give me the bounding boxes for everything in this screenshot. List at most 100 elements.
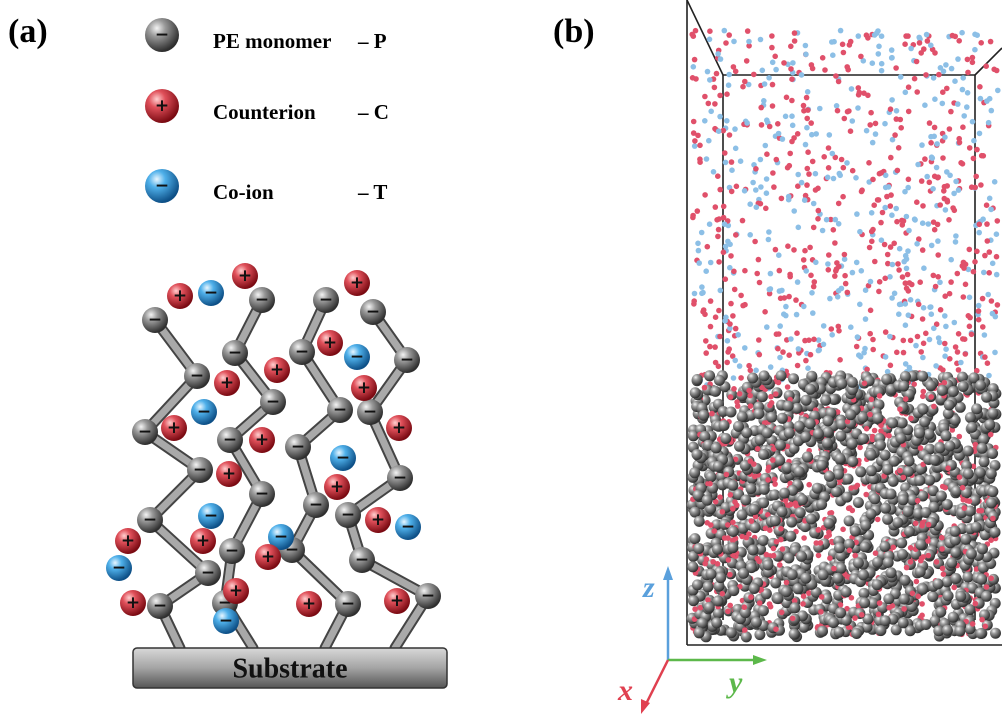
monomer <box>687 561 698 572</box>
counterion <box>746 388 752 394</box>
charge-sign: − <box>309 495 323 515</box>
monomer <box>986 468 997 479</box>
counterion <box>939 546 945 552</box>
counterion <box>789 98 795 104</box>
co-ion <box>882 121 888 127</box>
monomer <box>711 617 722 628</box>
co-ion <box>876 51 882 57</box>
co-ion <box>889 97 895 103</box>
co-ion <box>892 291 898 297</box>
counterion <box>740 84 746 90</box>
co-ion <box>707 37 713 43</box>
co-ion <box>850 270 856 276</box>
counterion <box>774 331 780 337</box>
counterion <box>915 334 921 340</box>
monomer <box>822 427 833 438</box>
counterion <box>778 526 784 532</box>
counterion <box>744 58 750 64</box>
counterion <box>865 35 871 41</box>
counterion <box>801 257 807 263</box>
charge-sign: + <box>261 547 275 567</box>
co-ion <box>766 229 772 235</box>
co-ion <box>692 291 698 297</box>
co-ion <box>920 355 926 361</box>
co-ion <box>768 364 774 370</box>
counterion <box>914 89 920 95</box>
counterion <box>920 394 926 400</box>
counterion <box>772 54 778 60</box>
counterion <box>805 166 811 172</box>
counterion <box>877 279 883 285</box>
counterion <box>961 260 967 266</box>
counterion <box>839 157 845 163</box>
counterion <box>965 70 971 76</box>
counterion <box>971 269 977 275</box>
counterion <box>780 546 786 552</box>
counterion <box>691 33 697 39</box>
monomer <box>937 385 948 396</box>
monomer <box>850 526 861 537</box>
co-ion <box>936 335 942 341</box>
monomer <box>713 596 724 607</box>
counterion <box>727 321 733 327</box>
counterion <box>967 324 973 330</box>
counterion <box>715 561 721 567</box>
counterion <box>727 603 733 609</box>
charge-sign: − <box>355 550 369 570</box>
co-ion <box>990 311 996 317</box>
co-ion <box>876 44 882 50</box>
counterion <box>790 616 796 622</box>
counterion <box>734 399 740 405</box>
co-ion <box>722 318 728 324</box>
monomer <box>924 429 935 440</box>
monomer <box>692 449 703 460</box>
charge-sign: − <box>193 460 207 480</box>
co-ion <box>961 113 967 119</box>
counterion <box>773 391 779 397</box>
counterion <box>716 259 722 265</box>
counterion <box>983 624 989 630</box>
counterion <box>892 132 898 138</box>
counterion <box>726 32 732 38</box>
counterion <box>935 274 941 280</box>
counterion <box>948 109 954 115</box>
counterion <box>849 595 855 601</box>
counterion <box>878 220 884 226</box>
charge-sign: − <box>401 517 415 537</box>
counterion <box>803 358 809 364</box>
counterion <box>707 481 713 487</box>
monomer <box>887 418 898 429</box>
co-ion <box>753 187 759 193</box>
counterion <box>832 240 838 246</box>
counterion <box>877 600 883 606</box>
charge-sign: − <box>255 484 269 504</box>
co-ion <box>834 103 840 109</box>
co-ion <box>768 271 774 277</box>
monomer <box>805 418 816 429</box>
counterion <box>963 351 969 357</box>
monomer <box>824 471 835 482</box>
monomer <box>897 549 908 560</box>
monomer <box>762 427 773 438</box>
counterion <box>974 147 980 153</box>
counterion <box>870 177 876 183</box>
charge-sign: + <box>229 581 243 601</box>
monomer <box>749 583 760 594</box>
monomer <box>704 602 715 613</box>
counterion <box>979 617 985 623</box>
counterion <box>705 244 711 250</box>
co-ion <box>986 373 992 379</box>
panel-label: (a) <box>8 13 48 50</box>
monomer <box>984 419 995 430</box>
counterion <box>785 384 791 390</box>
counterion <box>945 465 951 471</box>
counterion <box>702 561 708 567</box>
co-ion <box>717 114 723 120</box>
counterion <box>774 157 780 163</box>
counterion <box>801 593 807 599</box>
monomer <box>712 544 723 555</box>
co-ion <box>932 96 938 102</box>
charge-sign: − <box>341 594 355 614</box>
monomer <box>880 615 891 626</box>
monomer <box>976 574 987 585</box>
